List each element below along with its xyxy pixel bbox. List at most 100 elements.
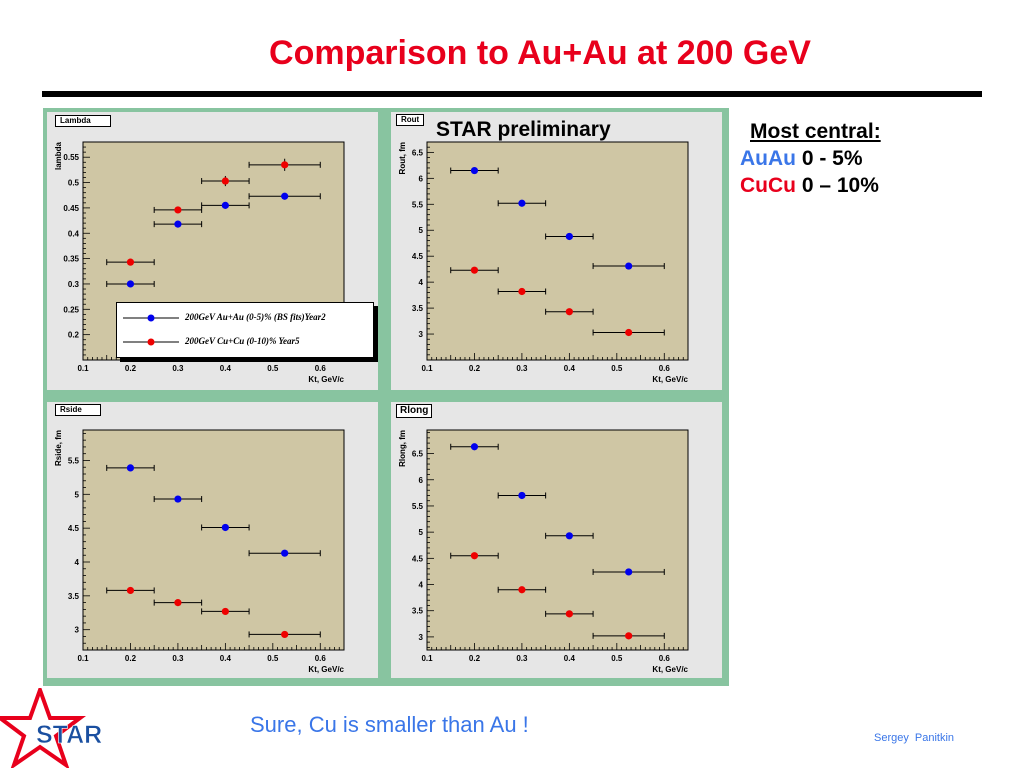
cucu-data-point <box>281 630 289 639</box>
rout-plot-svg: 0.1 0.2 0.3 0.4 0.5 0.6 3 3.5 4 4.5 5 5.5 6 6.5 Kt, Ge… <box>398 141 689 384</box>
y-tick-label: 4.5 <box>68 524 80 533</box>
x-axis-label: Kt, GeV/c <box>308 375 344 384</box>
y-tick-label: 0.4 <box>68 229 80 238</box>
x-tick-label: 0.5 <box>611 654 623 663</box>
legend-label-auau: 200GeV Au+Au (0-5)% (BS fits)Year2 <box>185 312 326 322</box>
y-axis-label: Rside, fm <box>54 430 63 466</box>
legend-entry-auau: 200GeV Au+Au (0-5)% (BS fits)Year2 <box>117 307 373 327</box>
rout-plot: 0.1 0.2 0.3 0.4 0.5 0.6 3 3.5 4 4.5 5 5.5 6 6.5 Kt, Ge… <box>391 112 722 390</box>
auau-data-point <box>281 192 289 200</box>
rside-plot-svg: 0.1 0.2 0.3 0.4 0.5 0.6 3 3.5 4 4.5 5 5.5 Kt, GeV/c R… <box>54 429 345 674</box>
footer-caption: Sure, Cu is smaller than Au ! <box>250 712 529 737</box>
auau-data-point <box>470 443 479 451</box>
legend-marker-auau <box>123 314 179 322</box>
auau-range: 0 - 5% <box>796 147 863 170</box>
cucu-data-point <box>518 586 526 594</box>
cucu-data-point <box>126 586 135 595</box>
auau-data-point <box>518 199 526 207</box>
cucu-data-point <box>565 610 573 618</box>
x-tick-label: 0.5 <box>611 364 623 373</box>
x-tick-label: 0.5 <box>267 364 279 373</box>
auau-data-point <box>470 166 479 175</box>
star-logo-text: STAR <box>36 721 102 749</box>
x-axis-label: Kt, GeV/c <box>308 665 344 674</box>
legend-marker-cucu <box>123 338 179 346</box>
rlong-plot-svg: 0.1 0.2 0.3 0.4 0.5 0.6 3 3.5 4 4.5 5 5.5 6 6.5 Kt, Ge… <box>398 429 689 674</box>
y-axis-label: lambda <box>54 141 63 170</box>
y-tick-label: 3 <box>419 633 424 642</box>
x-tick-label: 0.4 <box>564 364 576 373</box>
most-central-box: Most central: AuAu 0 - 5% CuCu 0 – 10% <box>740 118 881 199</box>
auau-data-point <box>625 568 633 576</box>
y-tick-label: 4.5 <box>412 252 424 261</box>
y-tick-label: 4.5 <box>412 554 424 563</box>
lambda-plot-title: Lambda <box>55 115 111 127</box>
title-underline <box>42 91 982 97</box>
x-tick-label: 0.3 <box>172 364 184 373</box>
auau-data-point <box>565 532 573 540</box>
y-tick-label: 0.45 <box>63 204 79 213</box>
cucu-centrality: CuCu 0 – 10% <box>740 172 881 199</box>
y-tick-label: 0.35 <box>63 255 79 264</box>
cucu-data-point <box>470 552 479 560</box>
auau-data-point <box>625 262 633 270</box>
auau-data-point <box>174 495 182 503</box>
x-tick-label: 0.5 <box>267 654 279 663</box>
rlong-plot: 0.1 0.2 0.3 0.4 0.5 0.6 3 3.5 4 4.5 5 5.5 6 6.5 Kt, Ge… <box>391 402 722 678</box>
cucu-data-point <box>470 266 479 274</box>
cucu-data-point <box>565 308 573 316</box>
cucu-data-point <box>126 258 135 266</box>
auau-data-point <box>281 549 289 557</box>
cucu-label: CuCu <box>740 174 796 197</box>
y-tick-label: 5 <box>75 490 80 499</box>
y-tick-label: 6 <box>419 476 424 485</box>
cucu-data-point <box>221 177 229 185</box>
y-tick-label: 4 <box>419 278 424 287</box>
auau-centrality: AuAu 0 - 5% <box>740 145 881 172</box>
x-tick-label: 0.2 <box>469 654 481 663</box>
y-tick-label: 0.5 <box>68 179 80 188</box>
y-tick-label: 0.3 <box>68 280 80 289</box>
auau-data-point <box>126 464 135 472</box>
plot-frame <box>426 141 689 361</box>
cucu-data-point <box>174 206 182 214</box>
y-tick-label: 6 <box>419 174 424 183</box>
y-tick-label: 0.2 <box>68 331 80 340</box>
x-tick-label: 0.1 <box>77 654 89 663</box>
y-tick-label: 3 <box>75 626 80 635</box>
y-tick-label: 5.5 <box>68 456 80 465</box>
y-axis-label: Rlong, fm <box>398 430 407 467</box>
y-tick-label: 4 <box>75 558 80 567</box>
auau-data-point <box>518 491 526 500</box>
x-tick-label: 0.1 <box>421 654 433 663</box>
rside-plot: 0.1 0.2 0.3 0.4 0.5 0.6 3 3.5 4 4.5 5 5.5 Kt, GeV/c R… <box>47 402 378 678</box>
x-tick-label: 0.3 <box>172 654 184 663</box>
cucu-data-point <box>518 287 526 296</box>
plot-legend: 200GeV Au+Au (0-5)% (BS fits)Year2 200Ge… <box>116 302 374 358</box>
cucu-data-point <box>281 161 289 169</box>
y-axis-label: Rout, fm <box>398 142 407 174</box>
x-tick-label: 0.6 <box>315 364 327 373</box>
x-tick-label: 0.4 <box>220 364 232 373</box>
rout-plot-title: Rout <box>396 114 425 126</box>
x-tick-label: 0.6 <box>659 654 671 663</box>
y-tick-label: 5 <box>419 528 424 537</box>
cucu-range: 0 – 10% <box>796 174 879 197</box>
plot-frame <box>82 429 345 651</box>
y-tick-label: 3.5 <box>412 304 424 313</box>
auau-data-point <box>174 220 182 228</box>
y-tick-label: 3.5 <box>68 592 80 601</box>
x-axis-label: Kt, GeV/c <box>652 375 688 384</box>
auau-data-point <box>565 232 573 241</box>
x-tick-label: 0.2 <box>125 364 137 373</box>
rlong-plot-title: Rlong <box>396 404 433 418</box>
x-tick-label: 0.3 <box>516 654 528 663</box>
y-tick-label: 3 <box>419 330 424 339</box>
x-tick-label: 0.3 <box>516 364 528 373</box>
cucu-data-point <box>625 632 633 640</box>
auau-data-point <box>126 280 135 288</box>
y-tick-label: 5 <box>419 226 424 235</box>
y-tick-label: 6.5 <box>412 450 424 459</box>
x-tick-label: 0.2 <box>469 364 481 373</box>
rside-plot-title: Rside <box>55 404 101 416</box>
